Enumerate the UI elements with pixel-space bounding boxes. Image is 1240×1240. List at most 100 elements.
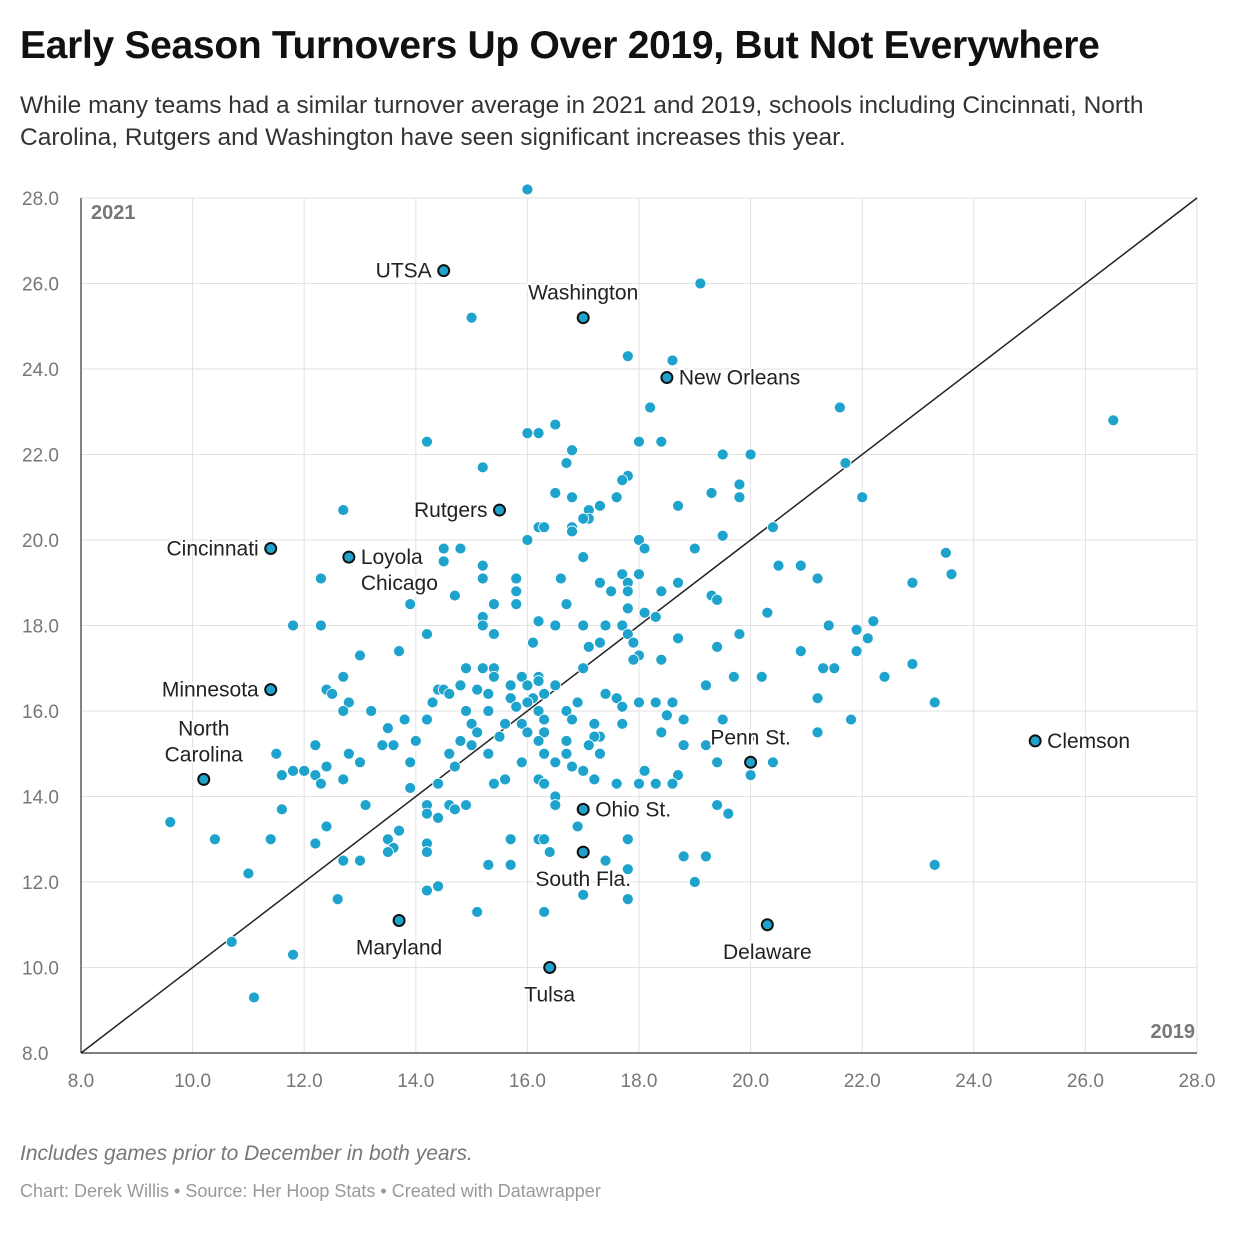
data-point [811, 726, 824, 739]
axis-ticks: 8.0 10.0 12.0 14.0 16.0 18.0 20.0 22.0 24.0 26.0 2… [22, 189, 1215, 1092]
data-point [521, 679, 534, 692]
data-point [621, 585, 634, 598]
data-point [705, 487, 718, 499]
data-point [722, 807, 735, 820]
data-point [421, 713, 433, 726]
data-point [878, 670, 891, 683]
data-point [499, 773, 511, 786]
data-point [504, 833, 517, 846]
point-label: Tulsa [524, 984, 575, 1007]
data-point [688, 542, 701, 555]
data-point [381, 846, 394, 858]
data-point [432, 880, 445, 893]
data-point [566, 760, 578, 773]
point-labels: UTSA Washington New Orleans Rutgers Cincinna… [160, 258, 1132, 1009]
data-point [337, 670, 350, 683]
data-point [248, 991, 260, 1004]
data-point [359, 799, 372, 811]
data-point [315, 619, 327, 632]
data-point [476, 572, 489, 585]
data-point [711, 799, 724, 811]
highlighted-point [493, 503, 506, 517]
point-label: South Fla. [535, 868, 631, 891]
data-point [566, 713, 578, 726]
data-point [928, 859, 941, 871]
data-point [521, 183, 534, 196]
data-point [482, 859, 495, 871]
data-point [225, 935, 238, 948]
data-point [298, 764, 311, 777]
data-point [599, 854, 612, 867]
data-point [482, 688, 495, 700]
data-point [287, 764, 299, 777]
data-points [164, 183, 1120, 1004]
data-point [655, 585, 668, 598]
point-label: Penn St. [710, 726, 791, 749]
highlighted-point [264, 542, 278, 556]
data-point [666, 696, 679, 709]
data-point [560, 457, 573, 469]
y-tick-label: 18.0 [22, 617, 59, 638]
data-point [621, 833, 634, 846]
data-point [354, 756, 366, 769]
data-point [549, 799, 562, 811]
y-tick-label: 14.0 [22, 788, 59, 809]
data-point [610, 692, 623, 705]
data-point [454, 735, 467, 747]
data-point [460, 662, 472, 675]
data-point [560, 735, 573, 747]
data-point [510, 572, 523, 585]
data-point [633, 568, 645, 581]
data-point [811, 572, 824, 585]
x-tick-label: 22.0 [844, 1071, 881, 1092]
data-point [560, 705, 573, 717]
data-point [867, 615, 880, 628]
data-point [1107, 414, 1120, 427]
data-point [549, 756, 562, 769]
data-point [794, 559, 807, 572]
data-point [515, 717, 528, 730]
x-tick-label: 26.0 [1067, 1071, 1104, 1092]
data-point [677, 713, 690, 726]
data-point [616, 619, 629, 632]
y-axis-title: 2021 [91, 202, 136, 224]
data-point [711, 593, 724, 606]
data-point [577, 888, 590, 901]
highlighted-point [197, 772, 211, 786]
data-point [437, 555, 450, 568]
data-point [365, 705, 378, 717]
y-tick-label: 28.0 [22, 189, 59, 210]
x-tick-label: 14.0 [397, 1071, 434, 1092]
point-label: Rutgers [414, 499, 488, 522]
data-point [454, 679, 467, 692]
data-point [566, 491, 578, 504]
data-point [532, 615, 545, 628]
data-point [488, 598, 500, 611]
data-point [476, 559, 489, 572]
data-point [421, 884, 433, 897]
data-point [337, 705, 350, 717]
data-point [549, 619, 562, 632]
data-point [421, 628, 433, 640]
data-point [270, 747, 283, 760]
data-point [488, 777, 500, 790]
chart-subtitle: While many teams had a similar turnover … [20, 92, 1144, 151]
reference-diagonal [80, 197, 1198, 1054]
data-point [521, 427, 534, 440]
data-point [850, 645, 863, 658]
data-point [744, 448, 757, 461]
data-point [476, 461, 489, 474]
data-point [337, 854, 350, 867]
point-label: New Orleans [679, 367, 800, 390]
data-point [242, 867, 255, 880]
data-point [393, 645, 405, 658]
data-point [811, 692, 824, 705]
data-point [733, 491, 746, 504]
data-point [616, 717, 629, 730]
highlighted-point [342, 550, 356, 564]
data-point [209, 833, 221, 846]
data-point [443, 747, 456, 760]
data-point [666, 777, 679, 790]
data-point [638, 542, 651, 555]
